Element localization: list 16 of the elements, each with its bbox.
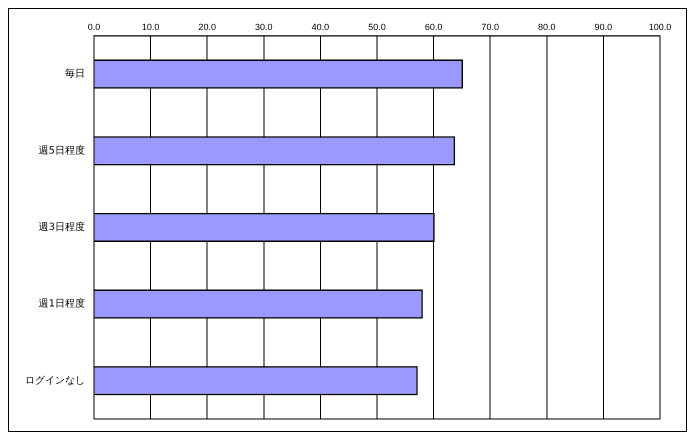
y-tick-label: 週1日程度 [38,298,85,310]
x-tick-label: 70.0 [481,22,499,32]
y-tick-label: 毎日 [65,68,85,80]
x-tick-label: 80.0 [538,22,556,32]
x-tick-label: 10.0 [142,22,160,32]
x-tick-label: 50.0 [368,22,386,32]
y-tick-label: ログインなし [25,375,85,386]
x-tick-label: 30.0 [255,22,273,32]
x-tick-label: 20.0 [198,22,216,32]
x-tick-label: 100.0 [648,22,672,32]
y-tick-label: 週5日程度 [38,144,85,156]
x-tick-label: 40.0 [312,22,330,32]
x-tick-label: 60.0 [424,22,442,32]
y-tick-label: 週3日程度 [38,220,85,233]
x-tick-label: 0.0 [88,22,100,32]
x-tick-label: 90.0 [594,22,612,32]
